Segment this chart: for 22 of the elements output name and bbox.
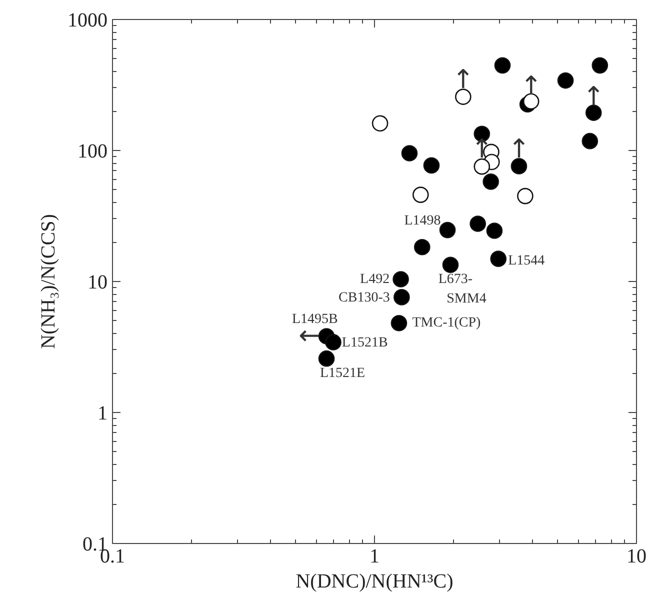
- annotation: ↑: [582, 82, 605, 112]
- y-axis-title: N(NH₃)/N(CCS): [38, 214, 60, 349]
- annotation: ↑: [508, 134, 530, 165]
- x-axis-title: N(DNC)/N(HN¹³C): [296, 570, 454, 592]
- x-tick-label: 1: [370, 546, 380, 568]
- annotation: L1521B: [342, 336, 388, 351]
- annotation: L492: [360, 272, 390, 287]
- annotation: ↑: [520, 71, 542, 102]
- annotation: CB130-3: [338, 290, 390, 306]
- annotation: L1495B: [292, 312, 338, 328]
- y-tick-label: 1: [98, 402, 108, 424]
- annotation: L1498: [404, 214, 441, 229]
- annotation: L1521E: [320, 366, 366, 382]
- y-tick-label: 1000: [68, 10, 108, 32]
- annotation: TMC-1(CP): [412, 316, 482, 331]
- annotation: SMM4: [446, 291, 486, 306]
- x-tick-label: 10: [626, 546, 646, 568]
- annotation: L1544: [508, 253, 545, 268]
- annotation: ↑: [452, 64, 474, 95]
- annotation: L673-: [438, 272, 473, 287]
- y-tick-label: 100: [78, 140, 108, 162]
- y-tick-label: 10: [88, 272, 108, 294]
